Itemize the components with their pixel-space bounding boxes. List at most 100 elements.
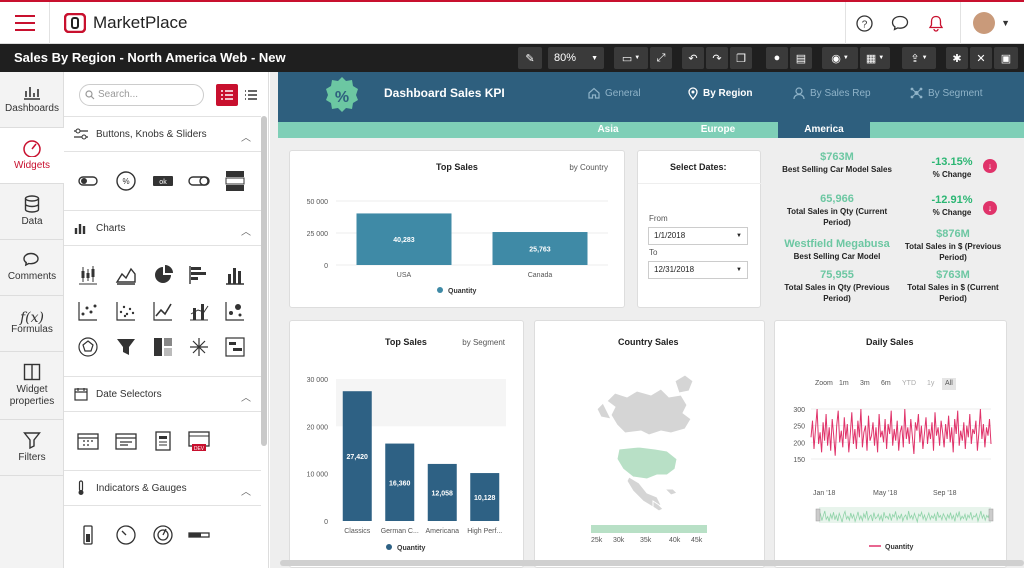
- linear-gauge-icon[interactable]: [188, 524, 210, 546]
- undo-icon[interactable]: ↶: [682, 47, 704, 69]
- section-buttons-knobs-sliders[interactable]: Buttons, Knobs & Sliders ︿: [64, 116, 261, 152]
- zoom-6m-button[interactable]: 6m: [881, 380, 891, 387]
- bubble-chart-icon[interactable]: [224, 300, 246, 322]
- zoom-3m-button[interactable]: 3m: [860, 380, 870, 387]
- series-line: [810, 408, 992, 456]
- document-icon[interactable]: ▤: [790, 47, 812, 69]
- calendar-widget-icon[interactable]: [152, 430, 174, 452]
- to-date-select[interactable]: ▼ 12/31/2018: [648, 261, 748, 279]
- knob-percent-icon[interactable]: %: [115, 170, 137, 192]
- tab-by-region[interactable]: By Region: [688, 87, 752, 100]
- section-date-selectors[interactable]: Date Selectors ︿: [64, 376, 261, 412]
- tab-general[interactable]: General: [588, 87, 641, 99]
- region-tabs: Asia Europe America: [278, 122, 1024, 138]
- radar-chart-icon[interactable]: [77, 336, 99, 358]
- tab-by-sales-rep[interactable]: By Sales Rep: [793, 87, 871, 100]
- kpi-value: 65,966: [820, 193, 854, 205]
- nav-label: Widgets: [13, 160, 51, 171]
- region-tab-america[interactable]: America: [778, 122, 870, 138]
- grid-icon[interactable]: ▦ ▼: [860, 47, 890, 69]
- ok-button-widget-icon[interactable]: ok: [152, 170, 174, 192]
- y-tick-label: 30 000: [307, 377, 329, 384]
- region-tab-asia[interactable]: Asia: [597, 124, 619, 135]
- date-picker-widget-icon[interactable]: [115, 430, 137, 452]
- kpi-value: $763M: [936, 269, 970, 281]
- panel-scrollbar[interactable]: [261, 116, 267, 446]
- close-icon[interactable]: ✕: [970, 47, 992, 69]
- copy-icon[interactable]: ❐: [730, 47, 752, 69]
- device-preview-icon[interactable]: ▭ ▼: [614, 47, 648, 69]
- nav-filters[interactable]: Filters: [0, 420, 64, 476]
- save-icon[interactable]: ▣: [994, 47, 1018, 69]
- nav-comments[interactable]: Comments: [0, 240, 64, 296]
- percent-gauge-icon[interactable]: [115, 524, 137, 546]
- detail-view-button[interactable]: [216, 84, 238, 106]
- x-tick-label: Jan '18: [813, 490, 835, 497]
- section-indicators-gauges[interactable]: Indicators & Gauges ︿: [64, 470, 261, 506]
- candlestick-chart-icon[interactable]: [77, 264, 99, 286]
- change-indicator-2: -12.91% % Change: [907, 194, 997, 217]
- color-drop-icon[interactable]: ●: [766, 47, 788, 69]
- dial-gauge-icon[interactable]: [152, 524, 174, 546]
- nav-widgets[interactable]: Widgets: [0, 128, 64, 184]
- nav-formulas[interactable]: f(x) Formulas: [0, 296, 64, 352]
- switch-widget-icon[interactable]: [188, 170, 210, 192]
- from-date-select[interactable]: ▼ 1/1/2018: [648, 227, 748, 245]
- section-charts[interactable]: Charts ︿: [64, 210, 261, 246]
- user-avatar[interactable]: [973, 12, 996, 34]
- fullscreen-icon[interactable]: ⤢: [650, 47, 672, 69]
- percent-badge-icon: %: [326, 77, 358, 112]
- list-view-button[interactable]: [240, 84, 262, 106]
- date-range-widget-icon[interactable]: [77, 430, 99, 452]
- area-chart-icon[interactable]: [115, 264, 137, 286]
- battery-indicator-icon[interactable]: [77, 524, 99, 546]
- editor-toolbar: Sales By Region - North America Web - Ne…: [0, 44, 1024, 72]
- nav-widget-properties[interactable]: Widget properties: [0, 352, 64, 420]
- top-sales-segment-chart: 30 000 20 000 10 000 0 27,420 Classics 16,360 G…: [307, 377, 506, 552]
- nav-dashboards[interactable]: Dashboards: [0, 72, 64, 128]
- region-tab-europe[interactable]: Europe: [700, 124, 736, 135]
- nav-data[interactable]: Data: [0, 184, 64, 240]
- search-input[interactable]: Search...: [79, 84, 204, 106]
- zoom-select[interactable]: 80% ▼: [548, 47, 604, 69]
- help-icon[interactable]: ?: [846, 2, 882, 44]
- country-sales-card: Country Sales 25k 30k 35k 40k 45k: [534, 320, 765, 568]
- tab-label: By Region: [703, 88, 753, 99]
- chevron-up-icon: ︿: [241, 393, 251, 404]
- scatter-line-chart-icon[interactable]: [77, 300, 99, 322]
- nav-label: Comments: [7, 271, 57, 282]
- section-label: Indicators & Gauges: [96, 482, 187, 494]
- dev-calendar-widget-icon[interactable]: DEV: [188, 430, 210, 452]
- gauge-icon: [23, 140, 41, 157]
- scatter-chart-icon[interactable]: [115, 300, 137, 322]
- zoom-1y-button[interactable]: 1y: [927, 380, 935, 387]
- column-chart-icon[interactable]: [224, 264, 246, 286]
- funnel-chart-icon[interactable]: [115, 336, 137, 358]
- sparkle-chart-icon[interactable]: [188, 336, 210, 358]
- export-icon[interactable]: ⇪ ▼: [902, 47, 936, 69]
- pie-chart-icon[interactable]: [152, 264, 174, 286]
- from-label: From: [649, 214, 668, 223]
- visibility-icon[interactable]: ◉ ▼: [822, 47, 858, 69]
- magic-wand-icon[interactable]: ✎: [518, 47, 542, 69]
- button-group-widget-icon[interactable]: [224, 170, 246, 192]
- zoom-all-button[interactable]: All: [942, 378, 956, 390]
- line-chart-icon[interactable]: [152, 300, 174, 322]
- data-label: 40,283: [393, 237, 415, 244]
- user-menu-chevron-icon[interactable]: ▼: [1001, 18, 1010, 28]
- zoom-ytd-button[interactable]: YTD: [902, 380, 916, 387]
- zoom-1m-button[interactable]: 1m: [839, 380, 849, 387]
- menu-icon[interactable]: [0, 2, 50, 44]
- horizontal-bar-chart-icon[interactable]: [188, 264, 210, 286]
- settings-gear-icon[interactable]: ✱: [946, 47, 968, 69]
- bar-line-chart-icon[interactable]: [188, 300, 210, 322]
- card-subtitle: by Country: [569, 163, 608, 172]
- toggle-widget-icon[interactable]: [77, 170, 99, 192]
- redo-icon[interactable]: ↷: [706, 47, 728, 69]
- tab-by-segment[interactable]: By Segment: [910, 87, 982, 99]
- notification-bell-icon[interactable]: [918, 2, 954, 44]
- gantt-chart-icon[interactable]: [224, 336, 246, 358]
- heatmap-chart-icon[interactable]: [152, 336, 174, 358]
- canvas-horizontal-scrollbar[interactable]: [280, 560, 1024, 566]
- chat-icon[interactable]: [882, 2, 918, 44]
